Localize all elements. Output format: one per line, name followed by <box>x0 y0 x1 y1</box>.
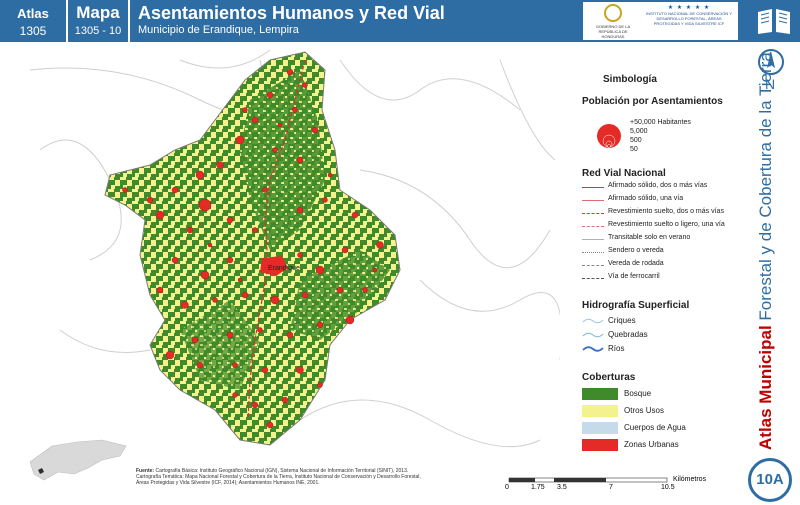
main-road <box>247 59 306 421</box>
scale-tick-label: 7 <box>609 484 613 491</box>
icf-logo: ★ ★ ★ ★ ★ INSTITUTO NACIONAL DE CONSERVA… <box>643 4 735 38</box>
north-label: N <box>765 76 776 92</box>
road-label: Afirmado sólido, una vía <box>608 195 684 202</box>
sources-text: Fuente: Cartografía Básica: Instituto Ge… <box>136 468 496 486</box>
hydro-symbol <box>582 346 604 352</box>
hydro-label: Criques <box>608 316 636 325</box>
vertical-title: Atlas Municipal Forestal y de Cobertura … <box>756 50 786 450</box>
cover-label: Otros Usos <box>624 406 665 415</box>
population-size-1: +50,000 Habitantes <box>630 119 691 126</box>
atlas-label: Atlas <box>17 6 49 21</box>
population-size-3: 500 <box>630 137 642 144</box>
cover-swatch <box>582 388 618 400</box>
road-symbol <box>582 252 604 253</box>
scale-bar: 0 1.75 3.5 7 10.5 Kilómetros <box>505 476 707 500</box>
legend-panel: Simbología Población por Asentamientos +… <box>578 72 748 462</box>
cover-heading: Coberturas <box>582 372 636 383</box>
population-circles-icon <box>597 124 621 148</box>
stars-icon: ★ ★ ★ ★ ★ <box>667 5 711 11</box>
road-label: Vía de ferrocarril <box>608 273 660 280</box>
page-title: Asentamientos Humanos y Red Vial <box>138 3 445 23</box>
road-symbol <box>582 226 604 227</box>
neighbor-boundaries <box>29 49 563 448</box>
hydro-symbol <box>582 318 604 324</box>
cover-label: Cuerpos de Agua <box>624 423 686 432</box>
header-bar: Atlas 1305 Mapa 1305 - 10 Asentamientos … <box>0 0 748 42</box>
road-label: Sendero o vereda <box>608 247 664 254</box>
icf-logo-text: INSTITUTO NACIONAL DE CONSERVACIÓN Y DES… <box>645 11 732 26</box>
population-size-2: 5,000 <box>630 128 648 135</box>
road-symbol <box>582 200 604 201</box>
vertical-title-rest: Forestal y de Cobertura de la Tierra <box>756 52 775 321</box>
hydro-symbol <box>582 332 604 338</box>
municipality-polygon <box>104 51 401 446</box>
road-symbol <box>582 265 604 266</box>
road-label: Afirmado sólido, dos o más vías <box>608 182 708 189</box>
hydro-list: Criques Quebradas Ríos <box>582 316 748 366</box>
scale-tick-label: 1.75 <box>531 484 545 491</box>
road-symbol <box>582 278 604 279</box>
road-label: Transitable solo en verano <box>608 234 691 241</box>
road-symbol <box>582 239 604 240</box>
map-svg: Erandique <box>29 49 563 448</box>
road-label: Vereda de rodada <box>608 260 664 267</box>
scale-tick-label: 0 <box>505 484 509 491</box>
settlement-markers <box>122 68 384 429</box>
road-label: Revestimiento suelto, dos o más vías <box>608 208 724 215</box>
honduras-inset-map <box>22 424 132 490</box>
sources-line-1: Cartografía Básica: Instituto Geográfico… <box>155 468 409 474</box>
roads-list: Afirmado sólido, dos o más vías Afirmado … <box>582 182 748 292</box>
hydro-heading: Hidrografía Superficial <box>582 300 690 311</box>
government-logo: GOBIERNO DE LA REPÚBLICA DE HONDURAS <box>587 4 639 39</box>
institution-logos: GOBIERNO DE LA REPÚBLICA DE HONDURAS ★ ★… <box>583 2 738 40</box>
roads-heading: Red Vial Nacional <box>582 168 666 179</box>
cover-label: Bosque <box>624 389 652 398</box>
scale-tick-label: 10.5 <box>661 484 675 491</box>
map-area: Erandique <box>0 42 563 462</box>
atlas-block: Atlas 1305 <box>0 0 68 42</box>
mapa-number: 1305 - 10 <box>74 25 122 37</box>
road-label: Revestimiento suelto o ligero, una vía <box>608 221 725 228</box>
mapa-label: Mapa <box>76 3 120 22</box>
mapa-block: Mapa 1305 - 10 <box>68 0 130 42</box>
coat-of-arms-icon <box>604 4 622 22</box>
cover-swatch <box>582 405 618 417</box>
cover-swatch <box>582 422 618 434</box>
atlas-number: 1305 <box>19 24 47 38</box>
hydro-label: Ríos <box>608 344 625 353</box>
atlas-book-icon <box>748 0 800 42</box>
government-logo-text: GOBIERNO DE LA REPÚBLICA DE HONDURAS <box>595 24 631 39</box>
side-panel <box>748 42 800 452</box>
map-code-badge: 10A <box>748 458 792 502</box>
hydro-label: Quebradas <box>608 330 648 339</box>
road-symbol <box>582 213 604 214</box>
sources-line-3: Áreas Protegidas y Vida Silvestre (ICF, … <box>136 480 320 486</box>
road-symbol <box>582 187 604 188</box>
cover-list: Bosque Otros Usos Cuerpos de Agua Zonas Urb… <box>582 388 748 460</box>
north-arrow-icon: N <box>758 46 784 96</box>
page-subtitle: Municipio de Erandique, Lempira <box>138 24 299 36</box>
scale-unit: Kilómetros <box>673 476 707 483</box>
sources-line-2: Cartografía Temática: Mapa Nacional Fore… <box>136 474 421 480</box>
population-heading: Población por Asentamientos <box>582 96 723 107</box>
cover-label: Zonas Urbanas <box>624 440 679 449</box>
cover-swatch <box>582 439 618 451</box>
sources-label: Fuente: <box>136 468 155 474</box>
scale-tick-label: 3.5 <box>557 484 567 491</box>
vertical-title-bold: Atlas Municipal <box>756 325 775 450</box>
legend-title: Simbología <box>603 74 657 85</box>
population-size-4: 50 <box>630 146 638 153</box>
town-label: Erandique <box>268 265 300 272</box>
urban-zone <box>260 256 288 276</box>
